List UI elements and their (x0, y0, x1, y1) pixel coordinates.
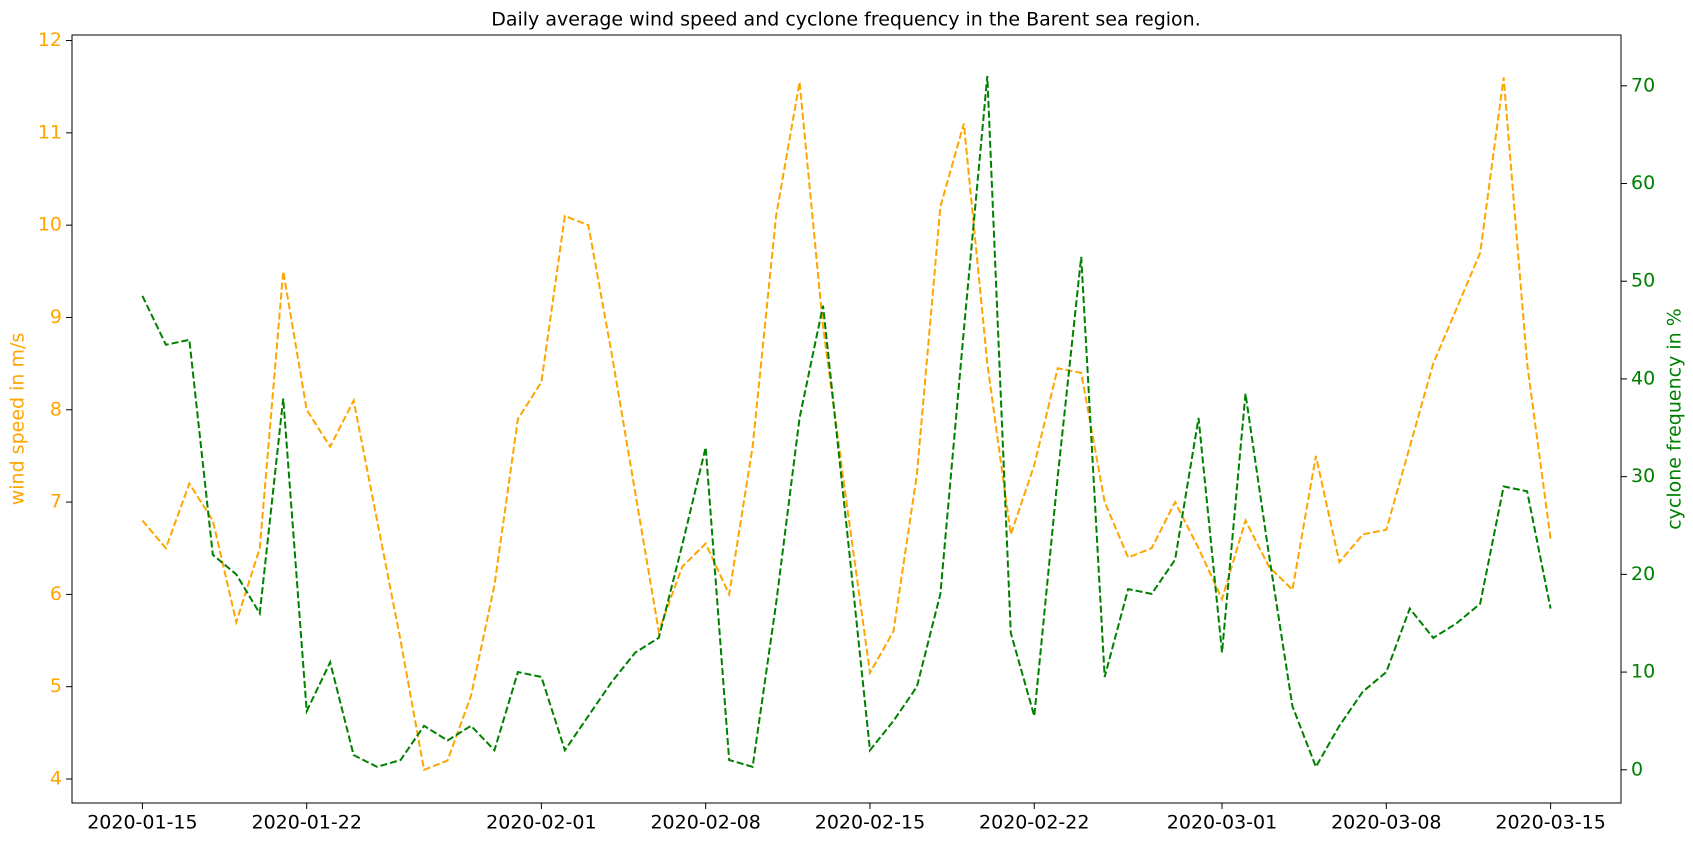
y-tick-label: 10 (38, 214, 62, 236)
y2-tick-label: 60 (1631, 172, 1655, 194)
y2-tick-label: 10 (1631, 661, 1655, 683)
y2-tick-label: 70 (1631, 74, 1655, 96)
y-tick-label: 11 (38, 121, 62, 143)
y2-tick-label: 50 (1631, 270, 1655, 292)
chart-title: Daily average wind speed and cyclone fre… (491, 9, 1201, 31)
y2-tick-label: 20 (1631, 563, 1655, 585)
y2-axis-label: cyclone frequency in % (1664, 308, 1686, 530)
x-tick-label: 2020-03-01 (1167, 812, 1277, 834)
x-tick-label: 2020-02-08 (650, 812, 760, 834)
y-tick-label: 12 (38, 29, 62, 51)
y-tick-label: 9 (50, 306, 62, 328)
x-tick-label: 2020-02-01 (486, 812, 596, 834)
y-tick-label: 8 (50, 398, 62, 420)
x-tick-label: 2020-02-15 (815, 812, 925, 834)
y-tick-label: 7 (50, 491, 62, 513)
y2-tick-label: 40 (1631, 367, 1655, 389)
x-tick-label: 2020-02-22 (979, 812, 1089, 834)
y2-tick-label: 30 (1631, 465, 1655, 487)
series-line (141, 77, 1552, 772)
x-tick-label: 2020-03-15 (1495, 812, 1605, 834)
y-axis-label: wind speed in m/s (7, 333, 29, 506)
y-tick-label: 6 (50, 583, 62, 605)
y2-tick-label: 0 (1631, 758, 1643, 780)
series-line (141, 75, 1552, 770)
x-tick-label: 2020-01-22 (251, 812, 361, 834)
y-tick-label: 5 (50, 675, 62, 697)
x-tick-label: 2020-01-15 (87, 812, 197, 834)
plot-frame (71, 34, 1622, 804)
x-tick-label: 2020-03-08 (1331, 812, 1441, 834)
y-tick-label: 4 (50, 768, 62, 790)
